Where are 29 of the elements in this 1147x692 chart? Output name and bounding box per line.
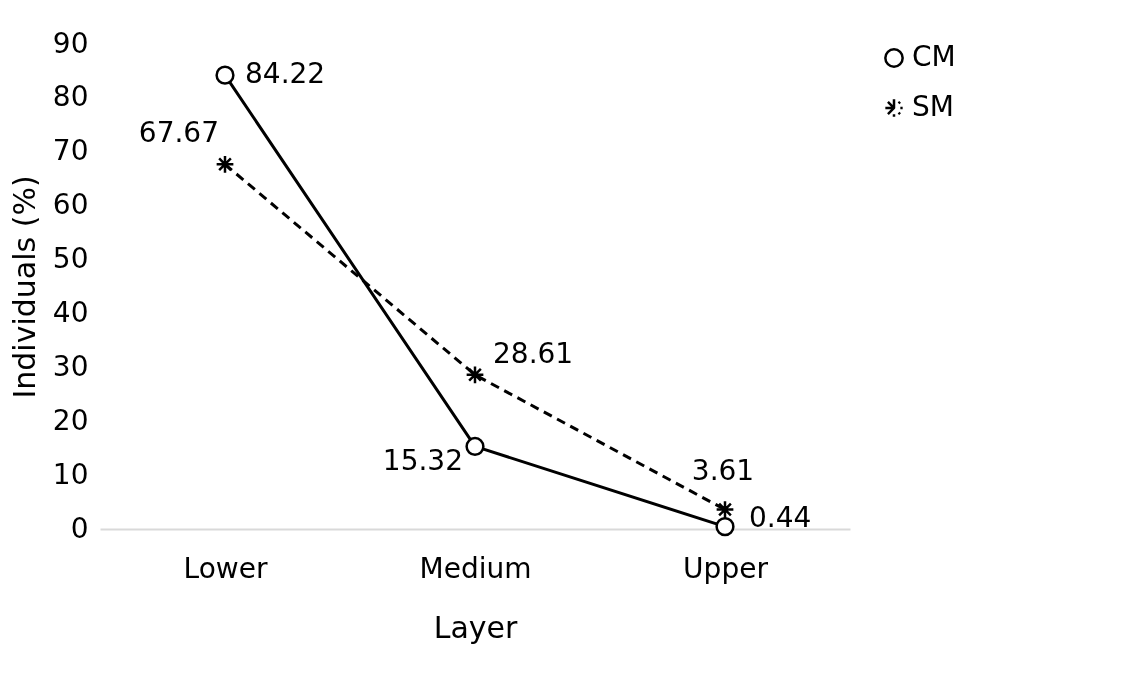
y-tick-label: 20: [52, 403, 89, 437]
point: [215, 65, 235, 85]
legend-label: SM: [912, 90, 954, 123]
y-tick-label: 40: [52, 295, 89, 329]
data-label: 3.61: [691, 453, 755, 487]
y-tick-label: 60: [52, 188, 89, 222]
data-label: 28.61: [493, 336, 574, 370]
data-label: 84.22: [245, 57, 326, 91]
point: [715, 499, 735, 520]
x-tick-label: Medium: [419, 551, 532, 585]
y-tick-label: 0: [70, 511, 89, 545]
point: [215, 154, 235, 174]
point: [465, 365, 485, 385]
data-label: 67.67: [138, 116, 219, 150]
y-tick-label: 50: [52, 242, 89, 276]
point: [465, 436, 485, 457]
y-tick-label: 30: [52, 349, 89, 383]
x-tick-label: Lower: [183, 551, 268, 585]
x-tick-label: Upper: [683, 551, 769, 585]
y-axis-title: Individuals (%): [6, 175, 42, 399]
data-label: 0.44: [749, 500, 812, 534]
y-tick-label: 10: [52, 457, 89, 491]
data-label: 15.32: [382, 444, 463, 478]
legend-label: CM: [912, 40, 956, 73]
x-axis-title: Layer: [433, 609, 518, 645]
y-tick-label: 70: [52, 134, 89, 168]
point: [715, 517, 735, 537]
y-tick-label: 80: [52, 80, 89, 114]
y-tick-label: 90: [52, 26, 89, 60]
